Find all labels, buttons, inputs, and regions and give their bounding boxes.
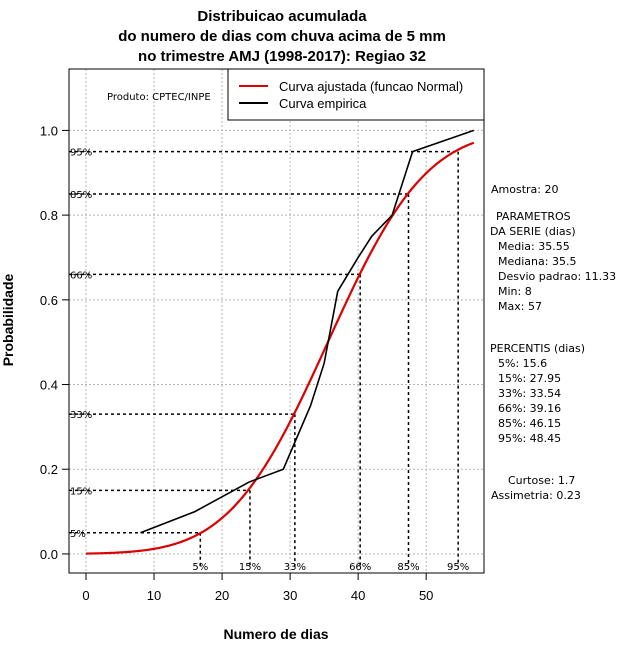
percentile-label-left: 15% — [70, 486, 92, 497]
percentis-title: PERCENTIS (dias) — [490, 342, 585, 355]
percentile-reference-lines: 5% 5% 15% 15% 33% 33% 66% 66% 85% 85% 95% 95% — [69, 148, 469, 573]
percentil-15: 15%: 27.95 — [498, 372, 561, 385]
legend-box — [227, 68, 485, 121]
percentil-33: 33%: 33.54 — [498, 387, 561, 400]
legend-label-fitted: Curva ajustada (funcao Normal) — [279, 79, 463, 94]
chart-title-line-1: Distribuicao acumulada — [197, 8, 367, 25]
x-tick-label: 40 — [351, 588, 365, 603]
percentile-label-bottom: 33% — [284, 562, 306, 573]
credit-label: Produto: CPTEC/INPE — [107, 92, 211, 103]
chart-title-line-2: do numero de dias com chuva acima de 5 m… — [118, 28, 446, 45]
percentile-label-left: 85% — [70, 190, 92, 201]
statistics-panel: Amostra: 20 PARAMETROS DA SERIE (dias) M… — [490, 183, 616, 502]
x-axis-title: Numero de dias — [223, 626, 328, 642]
param-desvio: Desvio padrao: 11.33 — [498, 270, 616, 283]
percentil-95: 95%: 48.45 — [498, 432, 561, 445]
percentile-label-bottom: 66% — [349, 562, 371, 573]
curtose-text: Curtose: 1.7 — [508, 474, 575, 487]
curves — [85, 129, 475, 555]
legend: Curva ajustada (funcao Normal) Curva emp… — [227, 68, 485, 121]
percentil-85: 85%: 46.15 — [498, 417, 561, 430]
y-tick-label: 1.0 — [40, 123, 58, 138]
parametros-title: PARAMETROS — [496, 210, 571, 223]
axes-ticks: 0 10 20 30 40 50 0.0 0.2 0.4 0.6 0.8 1.0 — [40, 123, 433, 603]
empirical-curve — [140, 129, 475, 534]
percentile-label-left: 95% — [70, 148, 92, 159]
x-tick-label: 30 — [283, 588, 297, 603]
param-min: Min: 8 — [498, 285, 532, 298]
fitted-normal-curve — [85, 141, 475, 555]
y-tick-label: 0.0 — [40, 547, 58, 562]
grid — [69, 69, 484, 573]
legend-label-empirical: Curva empirica — [279, 96, 367, 111]
x-tick-label: 0 — [82, 588, 89, 603]
x-tick-label: 50 — [419, 588, 433, 603]
y-axis-title: Probabilidade — [0, 274, 16, 367]
parametros-subtitle: DA SERIE (dias) — [490, 225, 576, 238]
chart-title-line-3: no trimestre AMJ (1998-2017): Regiao 32 — [138, 48, 426, 65]
y-tick-label: 0.6 — [40, 293, 58, 308]
percentile-label-left: 33% — [70, 410, 92, 421]
y-tick-label: 0.2 — [40, 462, 58, 477]
percentile-label-bottom: 15% — [239, 562, 261, 573]
percentil-66: 66%: 39.16 — [498, 402, 561, 415]
param-max: Max: 57 — [498, 300, 542, 313]
y-tick-label: 0.8 — [40, 208, 58, 223]
percentile-label-left: 66% — [70, 270, 92, 281]
amostra-text: Amostra: 20 — [491, 183, 558, 196]
percentile-label-bottom: 95% — [447, 562, 469, 573]
param-mediana: Mediana: 35.5 — [498, 255, 576, 268]
y-tick-label: 0.4 — [40, 378, 58, 393]
percentile-label-left: 5% — [70, 529, 86, 540]
percentil-5: 5%: 15.6 — [498, 357, 547, 370]
percentile-label-bottom: 85% — [397, 562, 419, 573]
x-tick-label: 10 — [147, 588, 161, 603]
assimetria-text: Assimetria: 0.23 — [491, 489, 581, 502]
percentile-label-bottom: 5% — [192, 562, 208, 573]
plot-frame — [68, 68, 485, 574]
x-tick-label: 20 — [215, 588, 229, 603]
param-media: Media: 35.55 — [498, 240, 570, 253]
